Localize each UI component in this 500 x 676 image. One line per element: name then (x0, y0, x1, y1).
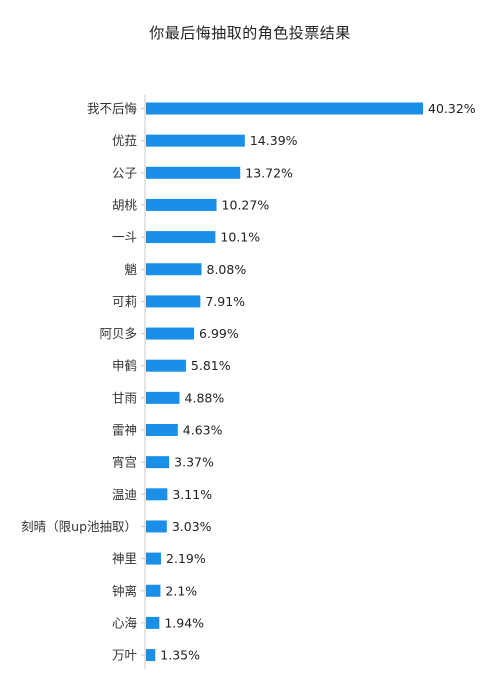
bar (146, 488, 168, 501)
bar (146, 231, 216, 244)
category-label: 钟离 (112, 583, 137, 598)
data-label: 6.99% (199, 326, 239, 341)
bar (146, 263, 202, 276)
data-label: 4.63% (183, 423, 223, 438)
data-label: 2.1% (165, 583, 197, 598)
data-label: 14.39% (250, 133, 298, 148)
category-label: 神里 (112, 551, 137, 566)
category-label: 胡桃 (112, 197, 138, 212)
data-label: 3.11% (172, 487, 212, 502)
data-label: 3.03% (172, 519, 212, 534)
data-label: 3.37% (174, 455, 214, 470)
data-label: 1.94% (164, 615, 204, 630)
chart-title: 你最后悔抽取的角色投票结果 (149, 24, 351, 42)
category-label: 魈 (124, 262, 137, 277)
bar (146, 102, 423, 115)
data-label: 5.81% (191, 358, 231, 373)
data-label: 1.35% (160, 648, 200, 663)
category-label: 万叶 (112, 648, 138, 663)
category-label: 优菈 (112, 133, 137, 148)
bar (146, 520, 167, 533)
category-label: 雷神 (112, 423, 137, 438)
category-label: 申鹤 (112, 358, 137, 373)
bar (146, 616, 160, 629)
category-label: 心海 (112, 615, 138, 630)
category-label: 公子 (112, 165, 137, 180)
category-label: 阿贝多 (99, 326, 137, 341)
bar (146, 295, 201, 308)
category-label: 温迪 (112, 487, 137, 502)
category-label: 刻晴（限up池抽取） (21, 519, 137, 534)
data-label: 40.32% (428, 101, 476, 116)
data-label: 8.08% (207, 262, 247, 277)
bar (146, 391, 180, 404)
bar (146, 456, 170, 469)
data-label: 10.27% (222, 197, 270, 212)
category-label: 甘雨 (112, 390, 137, 405)
data-label: 7.91% (205, 294, 245, 309)
data-label: 2.19% (166, 551, 206, 566)
category-label: 我不后悔 (87, 101, 137, 116)
data-label: 10.1% (220, 230, 260, 245)
bar (146, 584, 161, 597)
bar (146, 552, 162, 565)
category-label: 宵宫 (112, 455, 137, 470)
data-label: 4.88% (185, 390, 225, 405)
category-label: 一斗 (112, 230, 137, 245)
category-label: 可莉 (112, 294, 137, 309)
bar (146, 134, 245, 147)
bar (146, 424, 178, 436)
bar (146, 327, 195, 340)
bar (146, 166, 241, 179)
bar (146, 359, 186, 372)
bar (146, 198, 217, 211)
bar (146, 649, 156, 662)
data-label: 13.72% (245, 165, 293, 180)
